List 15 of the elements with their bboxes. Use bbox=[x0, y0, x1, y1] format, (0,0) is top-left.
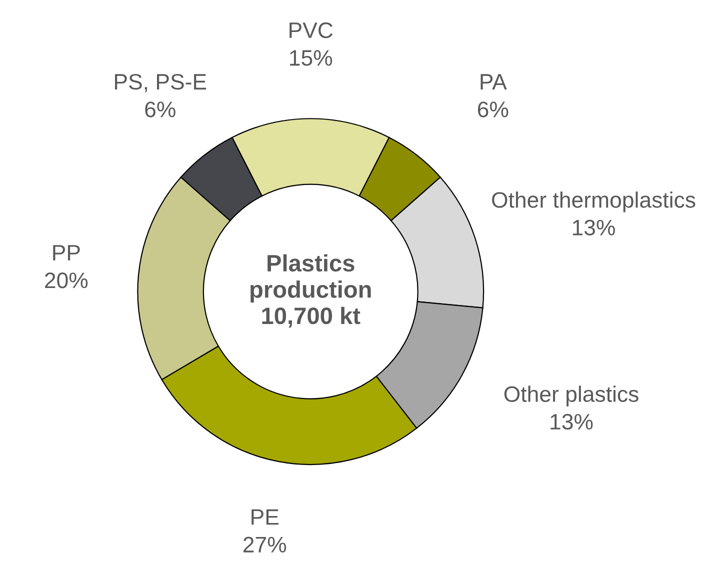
slice-label: PA bbox=[480, 74, 507, 90]
data-label: 27% bbox=[243, 536, 286, 552]
slice-label: Other plastics bbox=[504, 386, 638, 406]
slice-label: PE bbox=[252, 509, 278, 525]
data-label: 6% bbox=[478, 102, 508, 118]
text: Plastics production 10,700 kt bbox=[250, 254, 371, 328]
data-label: 15% bbox=[290, 50, 332, 66]
slice-label: PS, PS-E bbox=[115, 74, 206, 92]
slice-label: PP bbox=[53, 245, 80, 260]
data-label: 6% bbox=[145, 102, 176, 118]
data-label: 13% bbox=[550, 414, 593, 430]
data-label: 20% bbox=[45, 272, 88, 288]
slice-label: PVC bbox=[290, 22, 333, 38]
data-label: 13% bbox=[572, 220, 615, 236]
slice-label: Other thermoplastics bbox=[492, 192, 696, 212]
